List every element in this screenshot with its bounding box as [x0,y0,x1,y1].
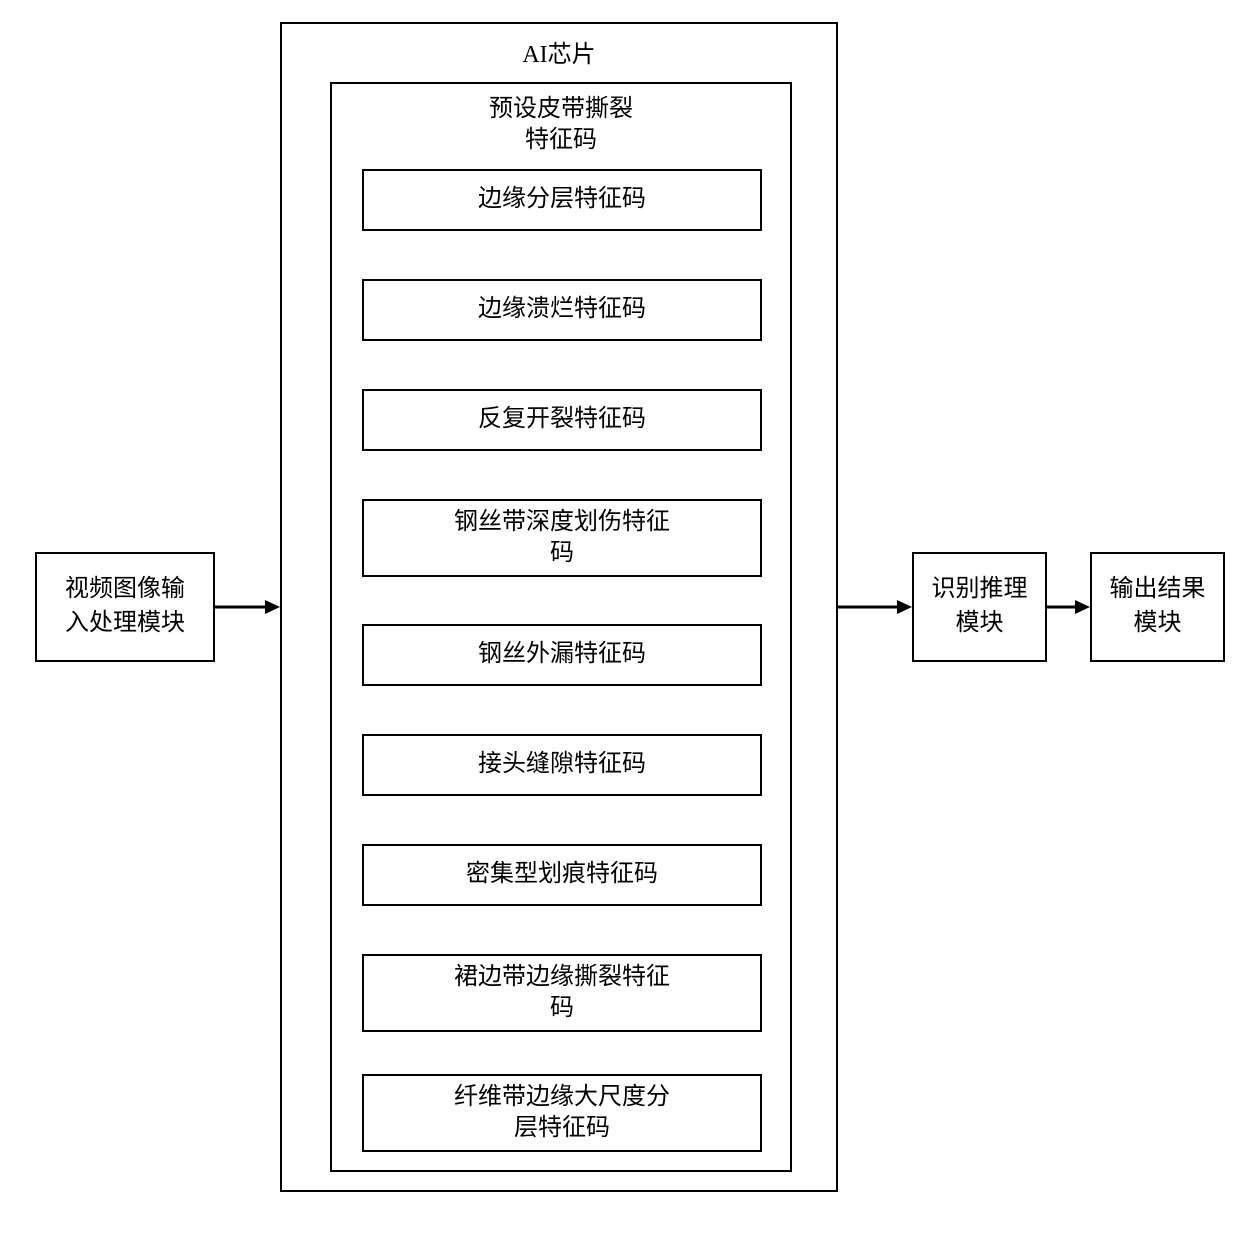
feature-item: 钢丝带深度划伤特征码 [362,499,762,577]
feature-item: 边缘分层特征码 [362,169,762,231]
feature-item: 反复开裂特征码 [362,389,762,451]
feature-item-label: 密集型划痕特征码 [466,859,658,890]
features-group-node: 预设皮带撕裂特征码 边缘分层特征码 边缘溃烂特征码 反复开裂特征码 钢丝带深度划… [330,82,792,1172]
arrow-chip-to-recognition [838,592,912,622]
flowchart-diagram: 视频图像输入处理模块 AI芯片 预设皮带撕裂特征码 边缘分层特征码 边缘溃烂特征… [0,0,1240,1243]
feature-item-label: 钢丝带深度划伤特征码 [454,507,670,569]
feature-item-label: 纤维带边缘大尺度分层特征码 [454,1082,670,1144]
feature-item-label: 反复开裂特征码 [478,404,646,435]
feature-item: 裙边带边缘撕裂特征码 [362,954,762,1032]
feature-item-label: 钢丝外漏特征码 [478,639,646,670]
recognition-node: 识别推理模块 [912,552,1047,662]
output-node: 输出结果模块 [1090,552,1225,662]
arrow-input-to-chip [215,592,280,622]
feature-item: 密集型划痕特征码 [362,844,762,906]
feature-item: 纤维带边缘大尺度分层特征码 [362,1074,762,1152]
features-group-title: 预设皮带撕裂特征码 [332,94,790,156]
recognition-node-label: 识别推理模块 [932,573,1028,640]
feature-item-label: 裙边带边缘撕裂特征码 [454,962,670,1024]
input-node-label: 视频图像输入处理模块 [65,573,185,640]
feature-item: 钢丝外漏特征码 [362,624,762,686]
input-node: 视频图像输入处理模块 [35,552,215,662]
feature-item-label: 边缘分层特征码 [478,184,646,215]
arrow-recognition-to-output [1047,592,1090,622]
ai-chip-title: AI芯片 [522,34,595,69]
output-node-label: 输出结果模块 [1110,573,1206,640]
feature-item: 边缘溃烂特征码 [362,279,762,341]
feature-item-label: 接头缝隙特征码 [478,749,646,780]
ai-chip-node: AI芯片 预设皮带撕裂特征码 边缘分层特征码 边缘溃烂特征码 反复开裂特征码 钢… [280,22,838,1192]
feature-item-label: 边缘溃烂特征码 [478,294,646,325]
feature-item: 接头缝隙特征码 [362,734,762,796]
